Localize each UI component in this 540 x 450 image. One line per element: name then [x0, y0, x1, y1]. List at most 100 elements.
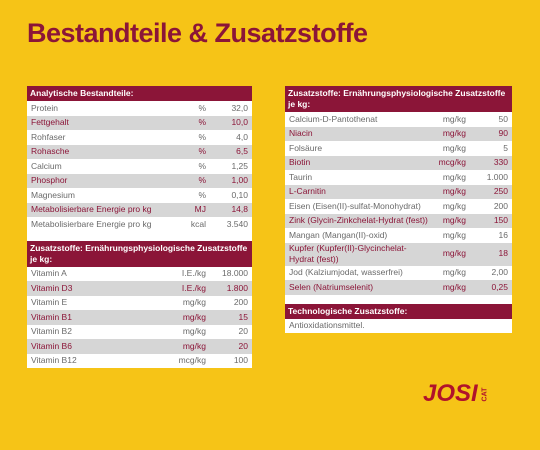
- row-value: 20: [238, 340, 248, 351]
- table-row: Niacin mg/kg 90: [285, 126, 512, 141]
- table: Analytische Bestandteile: Protein% 32,0 Fet…: [27, 86, 252, 232]
- row-unit: mg/kg: [442, 281, 466, 292]
- row-name: Biotin: [289, 157, 311, 167]
- table-row: Rohfaser% 4,0: [27, 130, 252, 145]
- row-unit: mg/kg: [442, 215, 466, 225]
- row-name: Metabolisierbare Energie pro kg: [31, 204, 152, 214]
- row-name: Mangan (Mangan(II)-oxid): [289, 229, 388, 240]
- table-row: Taurin mg/kg 1.000: [285, 170, 512, 185]
- row-name: Vitamin B2: [31, 326, 72, 336]
- row-unit: mg/kg: [442, 113, 466, 124]
- row-name: Zink (Glycin-Zinkchelat-Hydrat (fest)): [289, 215, 428, 225]
- table-row: Phosphor% 1,00: [27, 173, 252, 188]
- row-unit: mcg/kg: [438, 157, 466, 167]
- table-row: Protein% 32,0: [27, 101, 252, 116]
- table-row: Vitamin E mg/kg 200: [27, 296, 252, 311]
- row-value: 250: [493, 186, 508, 196]
- row-name: L-Carnitin: [289, 186, 326, 196]
- row-unit: kcal: [190, 218, 206, 229]
- row-value: 5: [503, 142, 508, 153]
- row-name: Vitamin E: [31, 297, 68, 307]
- table-row: Antioxidationsmittel.: [285, 319, 512, 334]
- table: Zusatzstoffe: Ernährungsphysiologische Z…: [285, 86, 512, 295]
- row-value: 1.800: [226, 282, 248, 293]
- table-row: Mangan (Mangan(II)-oxid) mg/kg 16: [285, 228, 512, 243]
- row-value: 0,10: [231, 189, 248, 200]
- row-value: 6,5: [236, 146, 248, 156]
- logo-brand: JOSI: [423, 380, 478, 407]
- row-name: Jod (Kalziumjodat, wasserfrei): [289, 267, 403, 277]
- row-name: Rohasche: [31, 146, 70, 156]
- row-name: Vitamin D3: [31, 282, 73, 293]
- logo-sub: CAT: [481, 387, 489, 402]
- row-name: Niacin: [289, 128, 313, 138]
- row-unit: mg/kg: [442, 186, 466, 196]
- row-value: 200: [233, 297, 248, 307]
- row-unit: %: [198, 117, 206, 127]
- row-value: 200: [493, 200, 508, 211]
- row-unit: %: [198, 146, 206, 156]
- table-row: Calcium-D-Pantothenat mg/kg 50: [285, 112, 512, 127]
- logo: JOSI CAT: [423, 380, 492, 408]
- row-unit: mg/kg: [442, 229, 466, 240]
- row-name: Kupfer (Kupfer(II)-Glycinchelat-Hydrat (…: [289, 242, 407, 265]
- table-header: Zusatzstoffe: Ernährungsphysiologische Z…: [27, 240, 252, 267]
- row-value: 1,00: [231, 175, 248, 185]
- table-row: Biotin mcg/kg 330: [285, 155, 512, 170]
- row-value: 0,25: [491, 281, 508, 292]
- table: Technologische Zusatzstoffe: Antioxidatio…: [285, 303, 512, 334]
- row-value: 150: [493, 215, 508, 225]
- row-name: Vitamin B6: [31, 340, 72, 351]
- row-name: Protein: [31, 102, 58, 113]
- table-row: Rohasche% 6,5: [27, 144, 252, 159]
- row-value: 18.000: [222, 268, 248, 278]
- table-row: Vitamin A I.E./kg 18.000: [27, 267, 252, 282]
- table-row: Metabolisierbare Energie pro kg kcal 3.540: [27, 217, 252, 232]
- table-row: Vitamin B1 mg/kg 15: [27, 310, 252, 325]
- row-value: 90: [498, 128, 508, 138]
- table-row: Kupfer (Kupfer(II)-Glycinchelat-Hydrat (…: [285, 242, 512, 266]
- row-value: 1.000: [486, 171, 508, 182]
- row-name: Folsäure: [289, 142, 323, 153]
- row-value: 10,0: [231, 117, 248, 127]
- table-header: Technologische Zusatzstoffe:: [285, 303, 512, 319]
- table-row: Jod (Kalziumjodat, wasserfrei) mg/kg 2,00: [285, 266, 512, 281]
- title: Bestandteile & Zusatzstoffe: [27, 18, 368, 48]
- row-value: 15: [238, 311, 248, 322]
- row-unit: %: [198, 189, 206, 200]
- row-unit: mg/kg: [442, 200, 466, 211]
- row-unit: mg/kg: [442, 171, 466, 182]
- table-header: Analytische Bestandteile:: [27, 86, 252, 101]
- row-value: 20: [238, 326, 248, 336]
- table-header: Zusatzstoffe: Ernährungsphysiologische Z…: [285, 86, 512, 112]
- row-unit: mg/kg: [182, 340, 206, 351]
- row-value: 1,25: [231, 160, 248, 171]
- row-value: 18: [498, 248, 508, 259]
- table-row: Fettgehalt% 10,0: [27, 115, 252, 130]
- row-name: Rohfaser: [31, 131, 66, 142]
- row-name: Eisen (Eisen(II)-sulfat-Monohydrat): [289, 200, 421, 211]
- row-unit: mcg/kg: [178, 355, 206, 365]
- row-unit: mg/kg: [182, 326, 206, 336]
- row-unit: %: [198, 102, 206, 113]
- row-unit: %: [198, 160, 206, 171]
- table-row: Zink (Glycin-Zinkchelat-Hydrat (fest)) mg…: [285, 213, 512, 228]
- row-unit: mg/kg: [442, 248, 466, 259]
- row-value: 16: [498, 229, 508, 240]
- row-value: 50: [498, 113, 508, 124]
- row-name: Calcium-D-Pantothenat: [289, 113, 378, 124]
- table: Zusatzstoffe: Ernährungsphysiologische Z…: [27, 240, 252, 369]
- row-name: Vitamin B12: [31, 355, 77, 365]
- row-unit: mg/kg: [182, 297, 206, 307]
- row-name: Taurin: [289, 171, 313, 182]
- row-name: Vitamin A: [31, 268, 67, 278]
- row-value: 2,00: [491, 267, 508, 277]
- row-unit: I.E./kg: [181, 268, 206, 278]
- row-name: Antioxidationsmittel.: [289, 320, 365, 330]
- row-value: 330: [493, 157, 508, 167]
- row-name: Metabolisierbare Energie pro kg: [31, 218, 152, 229]
- row-unit: mg/kg: [182, 311, 206, 322]
- row-name: Fettgehalt: [31, 117, 69, 127]
- table-row: Eisen (Eisen(II)-sulfat-Monohydrat) mg/kg…: [285, 199, 512, 214]
